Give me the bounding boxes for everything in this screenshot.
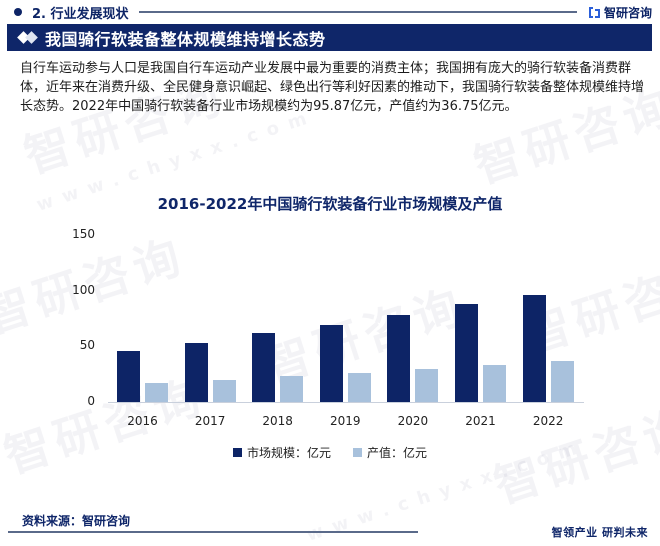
legend-swatch-icon [232, 448, 242, 457]
x-tick: 2016 [127, 414, 158, 428]
y-tick: 150 [72, 227, 95, 241]
y-tick: 100 [72, 283, 95, 297]
y-tick: 50 [79, 338, 95, 352]
bar-output-2017 [212, 379, 236, 402]
legend-label: 市场规模：亿元 [246, 446, 331, 460]
bar-market-2020 [387, 315, 411, 402]
bar-market-2018 [252, 332, 276, 402]
y-tick: 0 [87, 394, 95, 408]
x-tick: 2019 [330, 414, 361, 428]
bar-output-2018 [280, 376, 304, 402]
brand-logo-icon [588, 6, 600, 18]
bullet-dot-icon [14, 8, 22, 16]
x-tick: 2017 [194, 414, 226, 428]
brand-name: 智研咨询 [603, 5, 652, 20]
bar-market-2019 [319, 325, 343, 402]
chart-title: 2016-2022年中国骑行软装备行业市场规模及产值 [157, 195, 503, 213]
bar-output-2019 [347, 373, 371, 402]
bar-output-2022 [550, 361, 574, 402]
bar-market-2017 [184, 342, 208, 402]
legend-label: 产值：亿元 [367, 446, 428, 460]
section-header: 2. 行业发展现状 智研咨询 [8, 3, 652, 22]
bar-output-2016 [145, 383, 168, 402]
legend-item-market: 市场规模：亿元 [232, 444, 331, 461]
watermark: 智研咨询 [0, 368, 213, 484]
body-paragraph: 自行车运动参与人口是我国自行车运动产业发展中最为重要的消费主体；我国拥有庞大的骑… [20, 61, 645, 114]
watermark: 智研咨询 [0, 228, 193, 344]
bar-output-2021 [483, 365, 506, 402]
divider [8, 531, 418, 533]
bar-market-2016 [117, 350, 140, 402]
x-tick: 2020 [397, 414, 429, 428]
x-axis-line [108, 402, 584, 403]
x-tick: 2018 [262, 414, 293, 428]
slogan: 智领产业 研判未来 [551, 526, 648, 539]
source-note: 资料来源：智研咨询 [22, 514, 131, 528]
legend-item-output: 产值：亿元 [353, 444, 427, 461]
divider [138, 11, 577, 13]
bar-market-2021 [455, 303, 478, 402]
banner-title: 我国骑行软装备整体规模维持增长态势 [45, 29, 326, 49]
legend-swatch-icon [353, 448, 362, 457]
diamond-icon [17, 31, 38, 44]
title-banner: 我国骑行软装备整体规模维持增长态势 [7, 24, 652, 51]
legend: 市场规模：亿元 产值：亿元 [0, 444, 660, 461]
brand-logo: 智研咨询 [588, 4, 652, 21]
x-tick: 2022 [532, 414, 564, 428]
bar-output-2020 [415, 368, 439, 402]
bar-market-2022 [522, 295, 546, 402]
section-title: 2. 行业发展现状 [32, 6, 129, 22]
x-tick: 2021 [465, 414, 496, 428]
